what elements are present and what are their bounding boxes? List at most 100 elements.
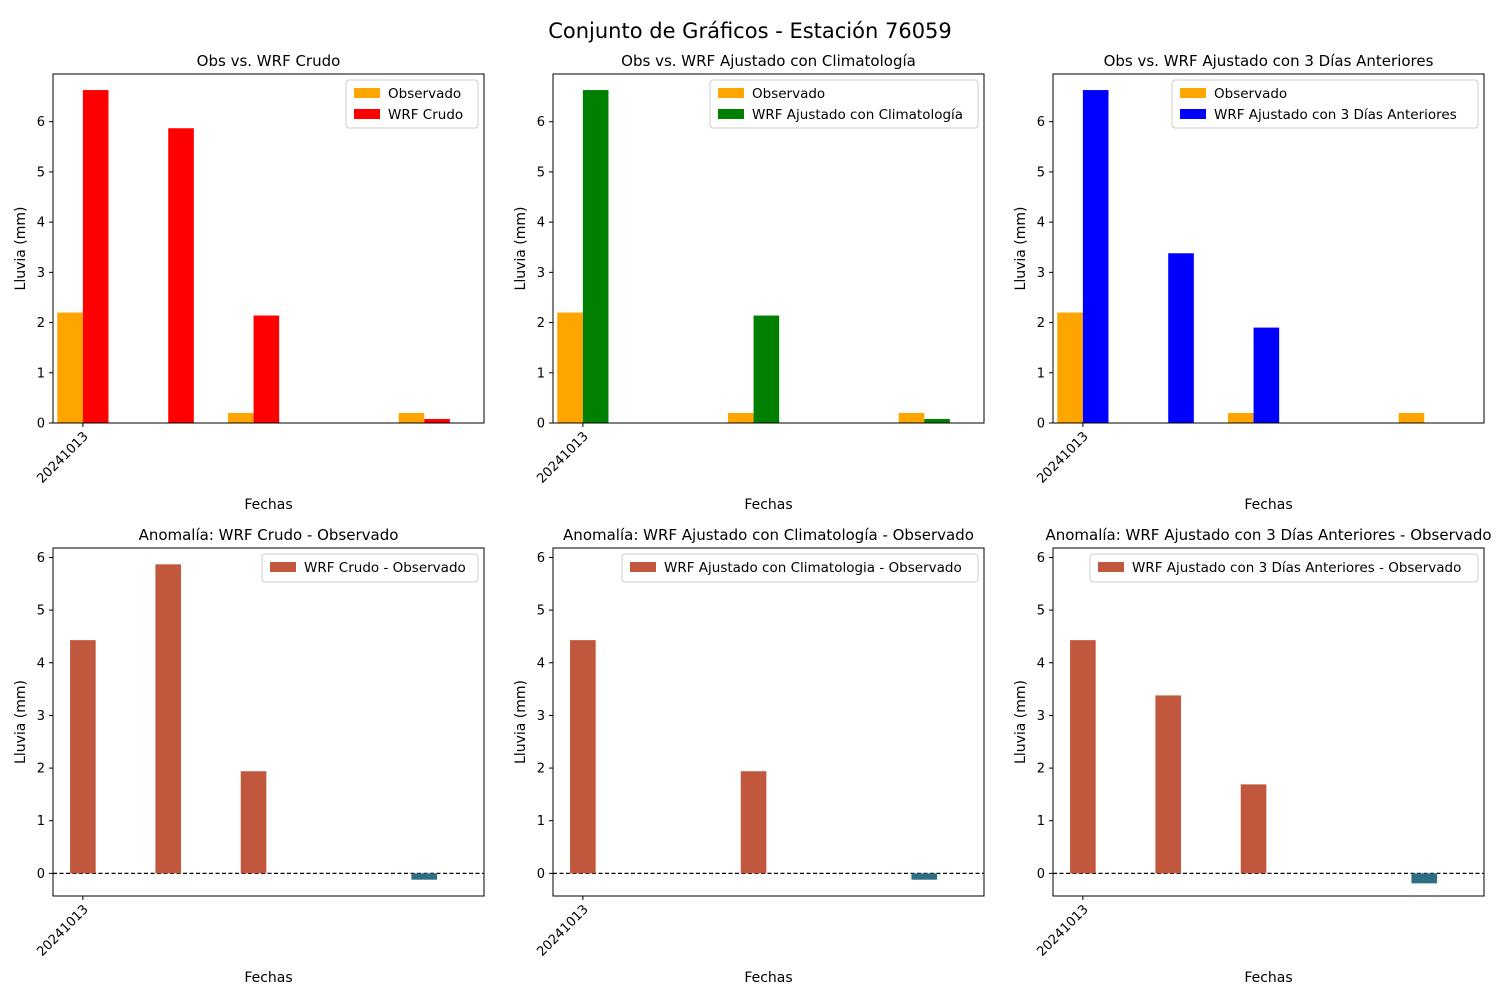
subplot-title: Obs vs. WRF Ajustado con Climatología: [621, 52, 916, 70]
axes-frame: [1052, 547, 1485, 897]
y-tick-label: 5: [537, 604, 545, 619]
y-tick-label: 2: [1037, 762, 1045, 777]
legend-box: [1089, 553, 1479, 583]
y-tick-label: 6: [537, 115, 545, 130]
x-axis-label: Fechas: [244, 970, 292, 986]
bar-anomaly-20241015: [240, 771, 267, 874]
legend-swatch: [354, 109, 380, 119]
y-tick-label: 6: [1037, 115, 1045, 130]
figure-title: Conjunto de Gráficos - Estación 76059: [548, 19, 952, 43]
y-tick-label: 3: [537, 266, 545, 281]
bar-wrf-20241013: [82, 90, 109, 423]
y-tick-label: 5: [37, 165, 45, 180]
legend: Observado WRF Ajustado con Climatología: [709, 79, 979, 129]
bar-wrf-20241014: [1168, 253, 1194, 423]
bar-observado-20241015: [227, 412, 254, 423]
y-tick-label: 0: [37, 867, 45, 882]
bar-anomaly-20241017: [411, 873, 438, 880]
y-tick-label: 6: [37, 115, 45, 130]
y-tick-label: 6: [537, 551, 545, 566]
x-axis-label: Fechas: [744, 970, 792, 986]
y-tick-label: 1: [537, 814, 545, 829]
subplot-4: Anomalía: WRF Crudo - Observado 0 1 2 3 4 5 6 20…: [13, 526, 485, 986]
bar-observado-20241017: [898, 412, 925, 423]
y-tick-label: 5: [1037, 165, 1045, 180]
bar-wrf-20241015: [753, 315, 780, 423]
legend-label: WRF Ajustado con 3 Días Anteriores - Obs…: [1132, 560, 1461, 576]
y-tick-label: 3: [1037, 709, 1045, 724]
bar-anomaly-20241014: [155, 564, 182, 874]
y-tick-label: 1: [37, 366, 45, 381]
legend-label: Observado: [388, 86, 461, 102]
y-tick-label: 4: [537, 216, 545, 231]
legend: WRF Crudo - Observado: [261, 553, 479, 583]
legend-swatch: [1180, 88, 1206, 98]
legend-box: [1171, 79, 1479, 129]
x-tick-label: 20241013: [534, 902, 591, 959]
legend-label: Observado: [752, 86, 825, 102]
y-axis-label: Lluvia (mm): [13, 680, 29, 764]
subplot-3: Obs vs. WRF Ajustado con 3 Días Anterior…: [1013, 52, 1485, 513]
legend: Observado WRF Ajustado con 3 Días Anterio…: [1171, 79, 1479, 129]
y-tick-label: 0: [537, 417, 545, 432]
bar-anomaly-20241015: [740, 771, 767, 874]
y-tick-label: 6: [1037, 551, 1045, 566]
y-tick-label: 0: [1037, 867, 1045, 882]
y-tick-label: 6: [37, 551, 45, 566]
bar-observado-20241013: [1057, 312, 1083, 423]
axes-frame: [552, 547, 985, 897]
x-tick-label: 20241013: [534, 429, 591, 486]
x-tick-label: 20241013: [1034, 429, 1091, 486]
bar-observado-20241017: [398, 412, 425, 423]
legend-swatch: [1180, 109, 1206, 119]
bar-anomaly-20241015: [1240, 784, 1267, 874]
bar-observado-20241013: [57, 312, 83, 423]
y-tick-label: 3: [537, 709, 545, 724]
bar-anomaly-20241017: [911, 873, 938, 880]
axes-frame: [552, 73, 985, 424]
bar-anomaly-20241013: [1070, 640, 1096, 874]
bar-anomaly-20241013: [70, 640, 96, 874]
y-tick-label: 0: [537, 867, 545, 882]
y-tick-label: 3: [37, 266, 45, 281]
y-tick-label: 1: [1037, 814, 1045, 829]
bar-wrf-20241015: [1253, 327, 1280, 423]
y-axis-label: Lluvia (mm): [513, 207, 529, 291]
subplot-title: Anomalía: WRF Ajustado con Climatología …: [563, 526, 974, 544]
legend-swatch: [630, 562, 656, 572]
bar-observado-20241015: [727, 412, 754, 423]
y-tick-label: 2: [1037, 316, 1045, 331]
y-tick-label: 4: [1037, 656, 1045, 671]
bar-anomaly-20241017: [1411, 873, 1438, 884]
y-axis-label: Lluvia (mm): [1013, 680, 1029, 764]
y-axis-label: Lluvia (mm): [1013, 207, 1029, 291]
bar-observado-20241017: [1398, 412, 1425, 423]
y-tick-label: 3: [1037, 266, 1045, 281]
bar-anomaly-20241013: [570, 640, 596, 874]
legend-swatch: [718, 109, 744, 119]
y-tick-label: 0: [1037, 417, 1045, 432]
subplot-title: Obs vs. WRF Crudo: [197, 52, 341, 70]
subplot-title: Anomalía: WRF Crudo - Observado: [139, 526, 399, 544]
bar-wrf-20241017: [924, 418, 950, 423]
y-tick-label: 1: [37, 814, 45, 829]
y-tick-label: 2: [537, 762, 545, 777]
legend-swatch: [1098, 562, 1124, 572]
bar-wrf-20241015: [253, 315, 280, 423]
y-tick-label: 5: [37, 604, 45, 619]
axes-frame: [52, 73, 485, 424]
y-tick-label: 4: [537, 656, 545, 671]
subplot-2: Obs vs. WRF Ajustado con Climatología 0 1 2…: [513, 52, 985, 513]
y-tick-label: 5: [537, 165, 545, 180]
x-axis-label: Fechas: [1244, 497, 1292, 513]
bar-anomaly-20241014: [1155, 695, 1182, 874]
x-tick-label: 20241013: [1034, 902, 1091, 959]
bar-wrf-20241014: [168, 128, 194, 423]
bar-observado-20241015: [1227, 412, 1254, 423]
subplot-6: Anomalía: WRF Ajustado con 3 Días Anteri…: [1013, 526, 1492, 986]
x-axis-label: Fechas: [744, 497, 792, 513]
legend: Observado WRF Crudo: [345, 79, 479, 129]
legend-label: WRF Ajustado con Climatología: [752, 107, 963, 123]
bar-wrf-20241013: [1082, 90, 1109, 423]
